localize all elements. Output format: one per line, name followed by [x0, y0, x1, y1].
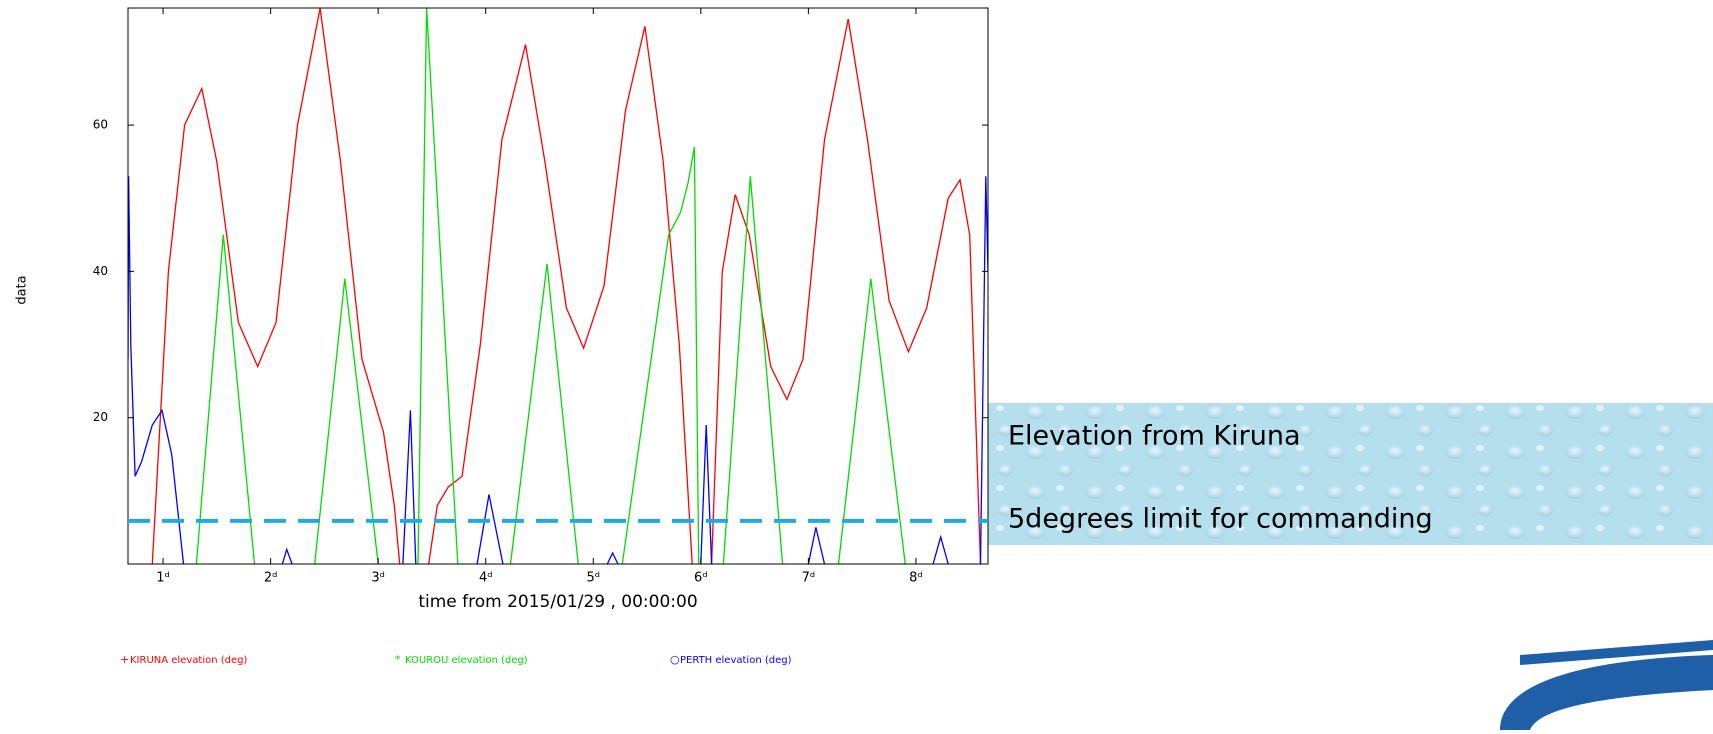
x-tick-label: 3ᵈ — [371, 571, 385, 586]
legend-label: KIRUNA elevation (deg) — [130, 655, 247, 666]
x-tick-label: 5ᵈ — [587, 571, 601, 586]
plot-frame — [127, 7, 989, 565]
y-tick-label: 40 — [93, 264, 108, 278]
y-axis-label: data — [15, 275, 30, 304]
y-tick-label: 60 — [93, 118, 108, 132]
x-axis-label: time from 2015/01/29 , 00:00:00 — [418, 592, 697, 612]
x-tick-label: 8ᵈ — [909, 571, 923, 586]
series-line — [195, 8, 906, 564]
legend-marker: + — [120, 653, 129, 666]
legend-label: PERTH elevation (deg) — [680, 655, 792, 666]
y-tick-label: 20 — [93, 410, 108, 424]
annotation: 5degrees limit for commanding — [1008, 504, 1433, 535]
legend-label: KOUROU elevation (deg) — [405, 655, 528, 666]
x-tick-label: 4ᵈ — [479, 571, 493, 586]
plot-area — [128, 8, 988, 564]
series-group — [128, 8, 988, 564]
annotation: Elevation from Kiruna — [1008, 421, 1301, 452]
series-line — [151, 8, 982, 564]
series-line — [128, 176, 988, 564]
x-tick-label: 1ᵈ — [156, 571, 170, 586]
annotation-box — [988, 403, 1713, 545]
x-tick-label: 7ᵈ — [802, 571, 816, 586]
x-tick-label: 2ᵈ — [264, 571, 278, 586]
logo — [1500, 640, 1713, 730]
x-tick-label: 6ᵈ — [694, 571, 708, 586]
legend-marker: ○ — [670, 653, 680, 666]
legend-marker: * — [395, 653, 401, 666]
